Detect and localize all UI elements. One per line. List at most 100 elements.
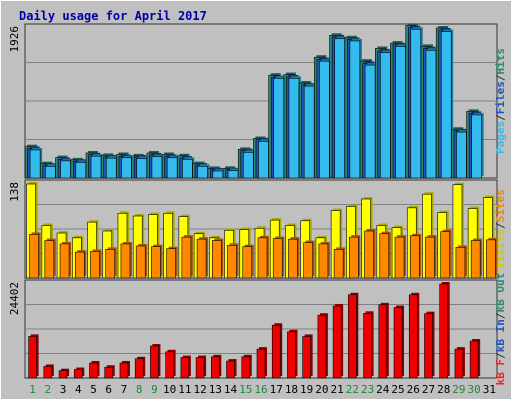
bar-sites-day-19: [303, 242, 313, 279]
bar-kb-f-day-12: [195, 357, 205, 379]
bar-sites-day-20: [318, 243, 329, 279]
bar-kb-f-day-17: [271, 324, 281, 379]
day-label-8: 8: [136, 383, 143, 396]
bar-kb-f-day-29: [454, 348, 464, 379]
bar-sites-day-25: [394, 236, 405, 279]
day-label-20: 20: [315, 383, 328, 396]
bar-kb-f-day-1: [28, 336, 37, 379]
bar-sites-day-29: [455, 247, 466, 279]
max-label: 1926: [8, 26, 21, 53]
bar-kb-f-day-11: [180, 357, 190, 379]
day-label-2: 2: [45, 383, 52, 396]
bar-kb-f-day-24: [378, 304, 388, 379]
bar-sites-day-28: [440, 231, 451, 279]
bar-sites-day-2: [44, 240, 55, 279]
day-label-9: 9: [151, 383, 158, 396]
bar-sites-day-10: [166, 248, 176, 279]
legend-: /: [494, 352, 507, 359]
bar-sites-day-3: [59, 243, 70, 279]
legend-kb-in: kB In: [494, 319, 507, 352]
day-label-3: 3: [60, 383, 67, 396]
legend-: /: [494, 114, 507, 121]
bar-pages-day-23: [364, 64, 376, 179]
day-label-6: 6: [105, 383, 112, 396]
chart-panels: 1926Pages/Files/Hits138Visits/Sites24402…: [8, 23, 507, 385]
axis-legend: kB F/kB In/kB Out: [494, 273, 507, 386]
bar-sites-day-6: [105, 249, 116, 279]
bar-kb-f-day-18: [287, 331, 296, 379]
legend-hits: Hits: [494, 48, 507, 75]
bar-kb-f-day-25: [393, 307, 403, 379]
bar-kb-f-day-28: [439, 283, 449, 379]
bar-sites-day-11: [181, 236, 192, 279]
bar-sites-day-14: [227, 245, 237, 279]
legend-: /: [494, 312, 507, 319]
day-label-27: 27: [422, 383, 435, 396]
bar-sites-day-31: [486, 239, 496, 279]
bar-pages-day-29: [456, 131, 467, 179]
bar-sites-day-15: [242, 246, 253, 279]
bar-pages-day-4: [75, 162, 87, 179]
day-labels: 1 2 3 4 5 6 7 8 9 10 11 12 13 14 15 16 17 18 19 20 21 22 23 24 2…: [29, 383, 496, 396]
bar-kb-f-day-22: [348, 294, 357, 379]
day-label-31: 31: [483, 383, 496, 396]
axis-legend: Pages/Files/Hits: [494, 48, 507, 154]
bar-kb-f-day-19: [302, 336, 311, 379]
bar-pages-day-6: [105, 157, 117, 179]
bar-kb-f-day-9: [150, 345, 159, 379]
bar-kb-f-day-21: [332, 305, 342, 379]
bar-pages-day-14: [227, 170, 239, 179]
day-label-16: 16: [254, 383, 267, 396]
day-label-28: 28: [437, 383, 450, 396]
day-label-14: 14: [224, 383, 238, 396]
day-label-1: 1: [29, 383, 36, 396]
bar-kb-f-day-2: [43, 366, 53, 379]
bar-sites-day-1: [29, 234, 39, 279]
legend-pages: Pages: [494, 121, 507, 154]
day-label-22: 22: [346, 383, 359, 396]
bar-pages-day-11: [182, 159, 193, 179]
bar-kb-f-day-5: [89, 362, 98, 379]
bar-pages-day-1: [29, 149, 41, 179]
day-label-29: 29: [452, 383, 465, 396]
bar-kb-f-day-7: [119, 362, 129, 379]
bar-pages-day-15: [242, 151, 254, 179]
bar-sites-day-23: [364, 230, 374, 279]
day-label-25: 25: [391, 383, 404, 396]
bar-kb-f-day-23: [363, 312, 372, 379]
bar-kb-f-day-30: [469, 340, 479, 379]
bar-kb-f-day-20: [317, 314, 327, 379]
bar-sites-day-17: [272, 238, 283, 279]
bar-pages-day-9: [151, 156, 163, 179]
bar-kb-f-day-13: [211, 356, 220, 379]
bar-kb-f-day-27: [424, 313, 433, 379]
bar-pages-day-22: [349, 40, 361, 179]
bar-pages-day-30: [471, 114, 482, 179]
bar-sites-day-7: [120, 243, 131, 279]
day-label-26: 26: [407, 383, 420, 396]
bar-pages-day-7: [121, 157, 132, 179]
day-label-23: 23: [361, 383, 374, 396]
bar-sites-day-27: [425, 236, 435, 279]
bar-kb-f-day-3: [58, 370, 68, 379]
day-label-15: 15: [239, 383, 252, 396]
bar-sites-day-4: [74, 251, 85, 279]
bar-pages-day-13: [212, 170, 224, 179]
bar-pages-day-10: [166, 157, 178, 179]
day-label-21: 21: [331, 383, 344, 396]
bar-sites-day-12: [196, 238, 207, 279]
bar-pages-day-18: [288, 78, 300, 179]
bar-kb-f-day-16: [256, 348, 266, 379]
max-label: 138: [8, 182, 21, 202]
chart-title: Daily usage for April 2017: [19, 9, 207, 23]
legend-kb-out: kB Out: [494, 273, 507, 313]
day-label-12: 12: [193, 383, 206, 396]
day-label-19: 19: [300, 383, 313, 396]
bar-kb-f-day-4: [73, 369, 83, 379]
bar-pages-day-19: [303, 85, 315, 179]
bar-pages-day-28: [440, 31, 452, 179]
day-label-4: 4: [75, 383, 82, 396]
